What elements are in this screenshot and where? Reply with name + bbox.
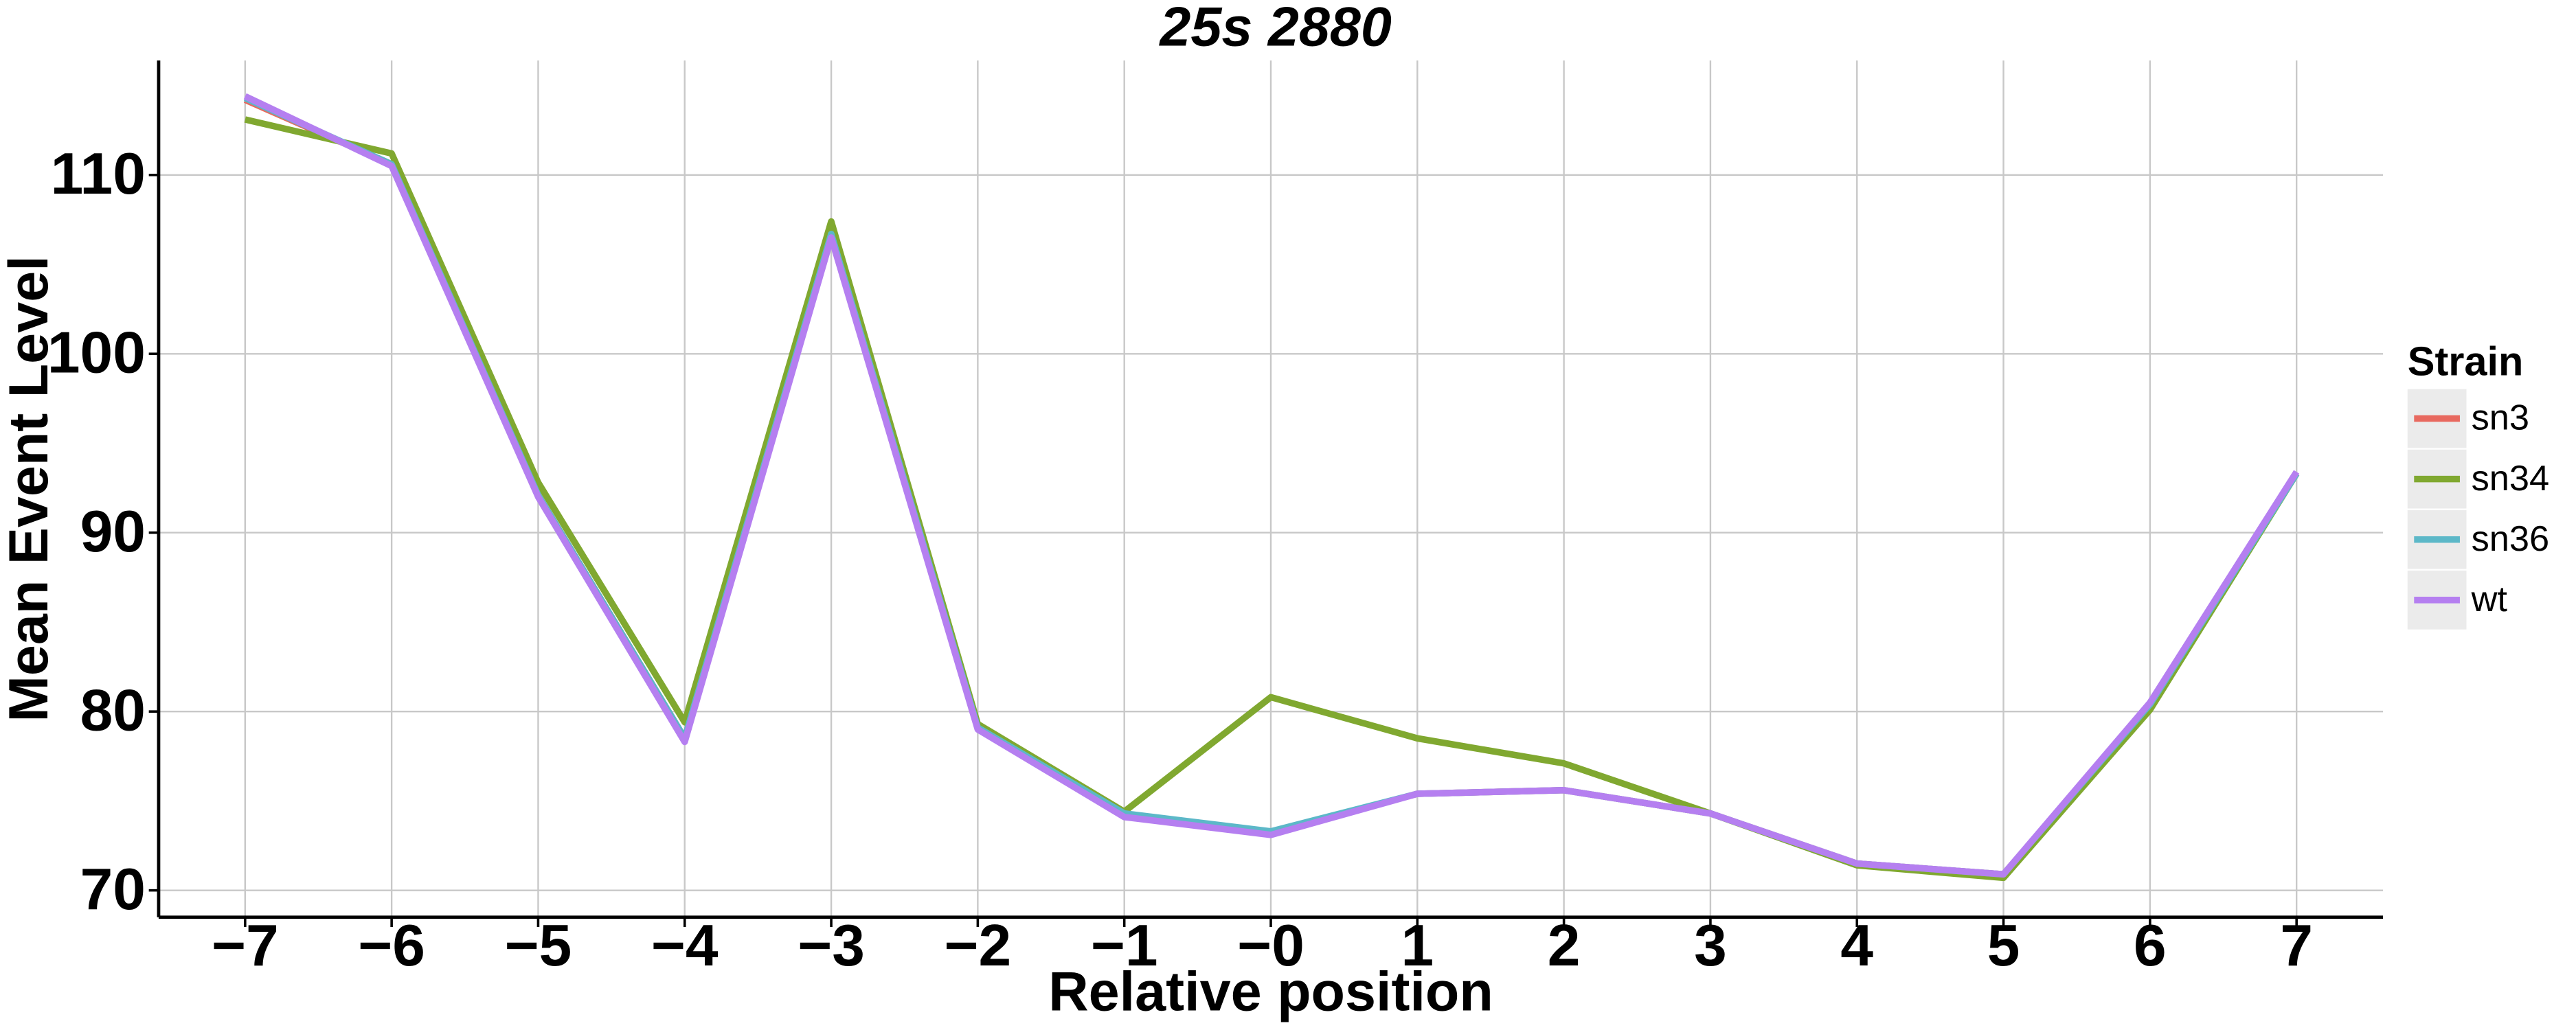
x-tick-label: −3: [798, 913, 865, 978]
x-tick-label: 1: [1401, 913, 1434, 978]
y-tick-label: 110: [51, 141, 146, 207]
legend-label: sn34: [2472, 459, 2550, 499]
x-tick-label: −4: [651, 913, 719, 978]
x-tick-label: −7: [212, 913, 279, 978]
x-tick-label: 7: [2280, 913, 2313, 978]
legend-title: Strain: [2408, 339, 2524, 385]
y-axis-title: Mean Event Level: [0, 255, 60, 722]
legend-label: sn3: [2472, 398, 2529, 438]
x-tick-label: −0: [1237, 913, 1304, 978]
x-tick-label: −5: [505, 913, 572, 978]
x-tick-label: −1: [1091, 913, 1158, 978]
legend-label: wt: [2471, 580, 2508, 619]
chart-title: 25s 2880: [1158, 0, 1392, 58]
y-tick-label: 90: [80, 499, 146, 564]
x-axis-title: Relative position: [1048, 961, 1493, 1022]
x-tick-label: −2: [945, 913, 1012, 978]
x-tick-label: −6: [358, 913, 425, 978]
y-tick-label: 80: [80, 678, 146, 744]
x-tick-label: 2: [1548, 913, 1581, 978]
x-tick-label: 6: [2134, 913, 2167, 978]
legend-label: sn36: [2472, 519, 2550, 559]
x-tick-label: 3: [1694, 913, 1727, 978]
y-tick-label: 100: [47, 320, 146, 386]
x-tick-label: 4: [1840, 913, 1873, 978]
y-tick-label: 70: [80, 856, 146, 922]
series-line: [243, 93, 2300, 878]
x-tick-label: 5: [1987, 913, 2020, 978]
